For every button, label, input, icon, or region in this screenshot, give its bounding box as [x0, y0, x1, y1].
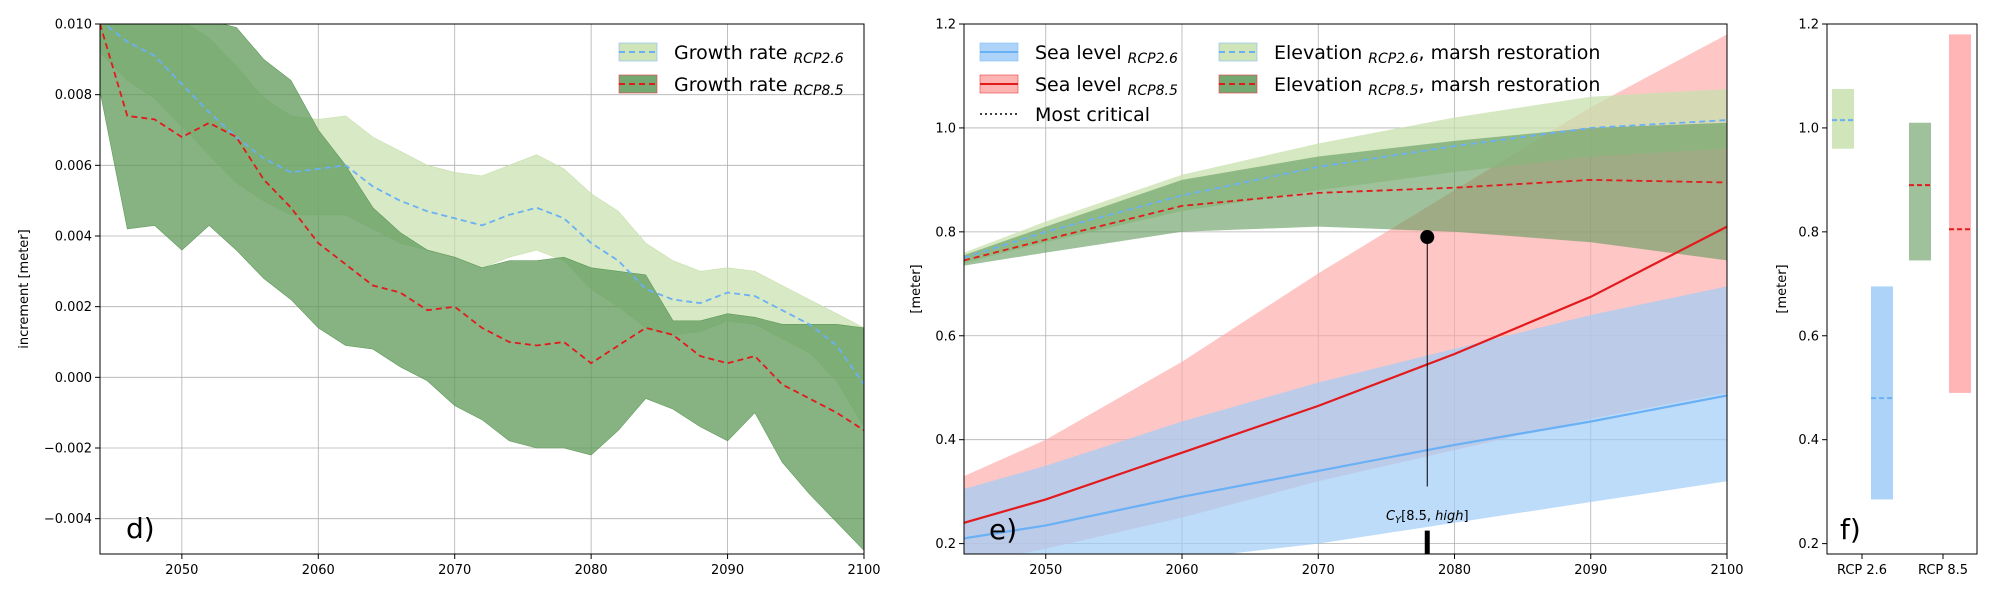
- x-tick-label: 2070: [1302, 563, 1335, 578]
- y-tick-label: −0.004: [44, 512, 92, 527]
- panel-d-growth-rate-chart: 2050 2060 2070 2080 2090 2100 −0.004 −0.002 0.00…: [17, 18, 881, 579]
- y-tick-label: 0.4: [935, 433, 956, 448]
- x-tick-label: 2080: [1438, 563, 1471, 578]
- y-axis-label: increment [meter]: [17, 229, 32, 348]
- uncertainty-band-rcp85: [100, 24, 864, 551]
- x-tick-label: 2100: [847, 563, 880, 578]
- range-bar-sea-level-rcp26: [1871, 286, 1893, 500]
- mean-line-elevation-rcp85: [964, 178, 1727, 262]
- range-bar-elevation-rcp85: [1909, 122, 1931, 261]
- mean-line-elevation-rcp26: [964, 119, 1727, 259]
- legend-label: Elevation RCP2.6, marsh restoration: [1274, 42, 1600, 67]
- y-tick-label: 0.2: [935, 537, 956, 552]
- y-tick-label: 0.004: [55, 230, 92, 245]
- y-tick-label: 1.0: [1798, 121, 1819, 136]
- y-tick-label: 0.010: [55, 18, 92, 33]
- axes-frame: [963, 23, 1728, 555]
- range-bar-elevation-rcp26: [1832, 88, 1854, 149]
- uncertainty-band-sea-level-rcp26: [964, 286, 1727, 554]
- x-tick-label: 2100: [1710, 563, 1743, 578]
- x-tick-label: 2050: [165, 563, 198, 578]
- legend-label: Sea level RCP2.6: [1035, 42, 1178, 67]
- legend: Sea level RCP2.6 Sea level RCP8.5 Most cri…: [979, 42, 1600, 126]
- y-tick-label: 0.006: [55, 159, 92, 174]
- axes-frame: [1826, 23, 1978, 555]
- x-tick-label: RCP 8.5: [1918, 563, 1968, 578]
- legend-label: Most critical: [1035, 104, 1150, 126]
- panel-e-sea-level-elevation-chart: CY[8.5, high] 2050 2060 2070 2080 2090 2100 0.2…: [909, 18, 1744, 579]
- y-tick-label: 0.2: [1798, 537, 1819, 552]
- y-tick-label: 0.008: [55, 88, 92, 103]
- y-tick-label: 0.8: [1798, 225, 1819, 240]
- x-tick-label: 2060: [302, 563, 335, 578]
- legend-label: Elevation RCP8.5, marsh restoration: [1274, 74, 1600, 99]
- y-axis-label: [meter]: [1775, 264, 1790, 313]
- mean-line-sea-level-rcp26: [964, 394, 1727, 540]
- x-tick-label: 2080: [575, 563, 608, 578]
- y-tick-label: 0.6: [1798, 329, 1819, 344]
- x-tick-label: 2090: [711, 563, 744, 578]
- x-tick-label: 2050: [1029, 563, 1062, 578]
- x-tick-label: 2060: [1165, 563, 1198, 578]
- mean-line-rcp85: [100, 24, 864, 432]
- uncertainty-band-elevation-rcp85: [964, 122, 1727, 266]
- y-tick-label: 0.6: [935, 329, 956, 344]
- y-axis-label: [meter]: [909, 264, 924, 313]
- range-bar-sea-level-rcp85: [1949, 34, 1971, 393]
- y-tick-label: 1.2: [1798, 18, 1819, 33]
- y-tick-label: 1.2: [935, 18, 956, 33]
- axes-frame: [99, 23, 865, 555]
- panel-label: d): [126, 512, 155, 545]
- legend-label: Growth rate RCP2.6: [674, 42, 844, 67]
- y-tick-label: 0.4: [1798, 433, 1819, 448]
- x-tick-label: 2070: [438, 563, 471, 578]
- legend-label: Sea level RCP8.5: [1035, 74, 1178, 99]
- legend: Growth rate RCP2.6 Growth rate RCP8.5: [618, 42, 844, 99]
- panel-f-range-bars-chart: 0.2 0.4 0.6 0.8 1.0 1.2 RCP 2.6 RCP 8.5 [meter] f…: [1775, 18, 1978, 578]
- critical-point-marker: [1420, 230, 1435, 245]
- y-tick-label: −0.002: [44, 442, 92, 457]
- x-tick-label: RCP 2.6: [1837, 563, 1887, 578]
- critical-annotation: CY[8.5, high]: [1386, 509, 1469, 526]
- plot-area: [100, 24, 864, 551]
- mean-line-rcp26: [103, 24, 864, 385]
- y-tick-label: 0.002: [55, 300, 92, 315]
- plot-area: [964, 34, 1727, 554]
- panel-label: e): [989, 513, 1017, 546]
- y-tick-label: 1.0: [935, 121, 956, 136]
- mean-line-sea-level-rcp85: [964, 225, 1727, 524]
- panel-label: f): [1840, 513, 1861, 546]
- legend-label: Growth rate RCP8.5: [674, 74, 844, 99]
- x-tick-label: 2090: [1574, 563, 1607, 578]
- y-tick-label: 0.8: [935, 225, 956, 240]
- y-tick-label: 0.000: [55, 371, 92, 386]
